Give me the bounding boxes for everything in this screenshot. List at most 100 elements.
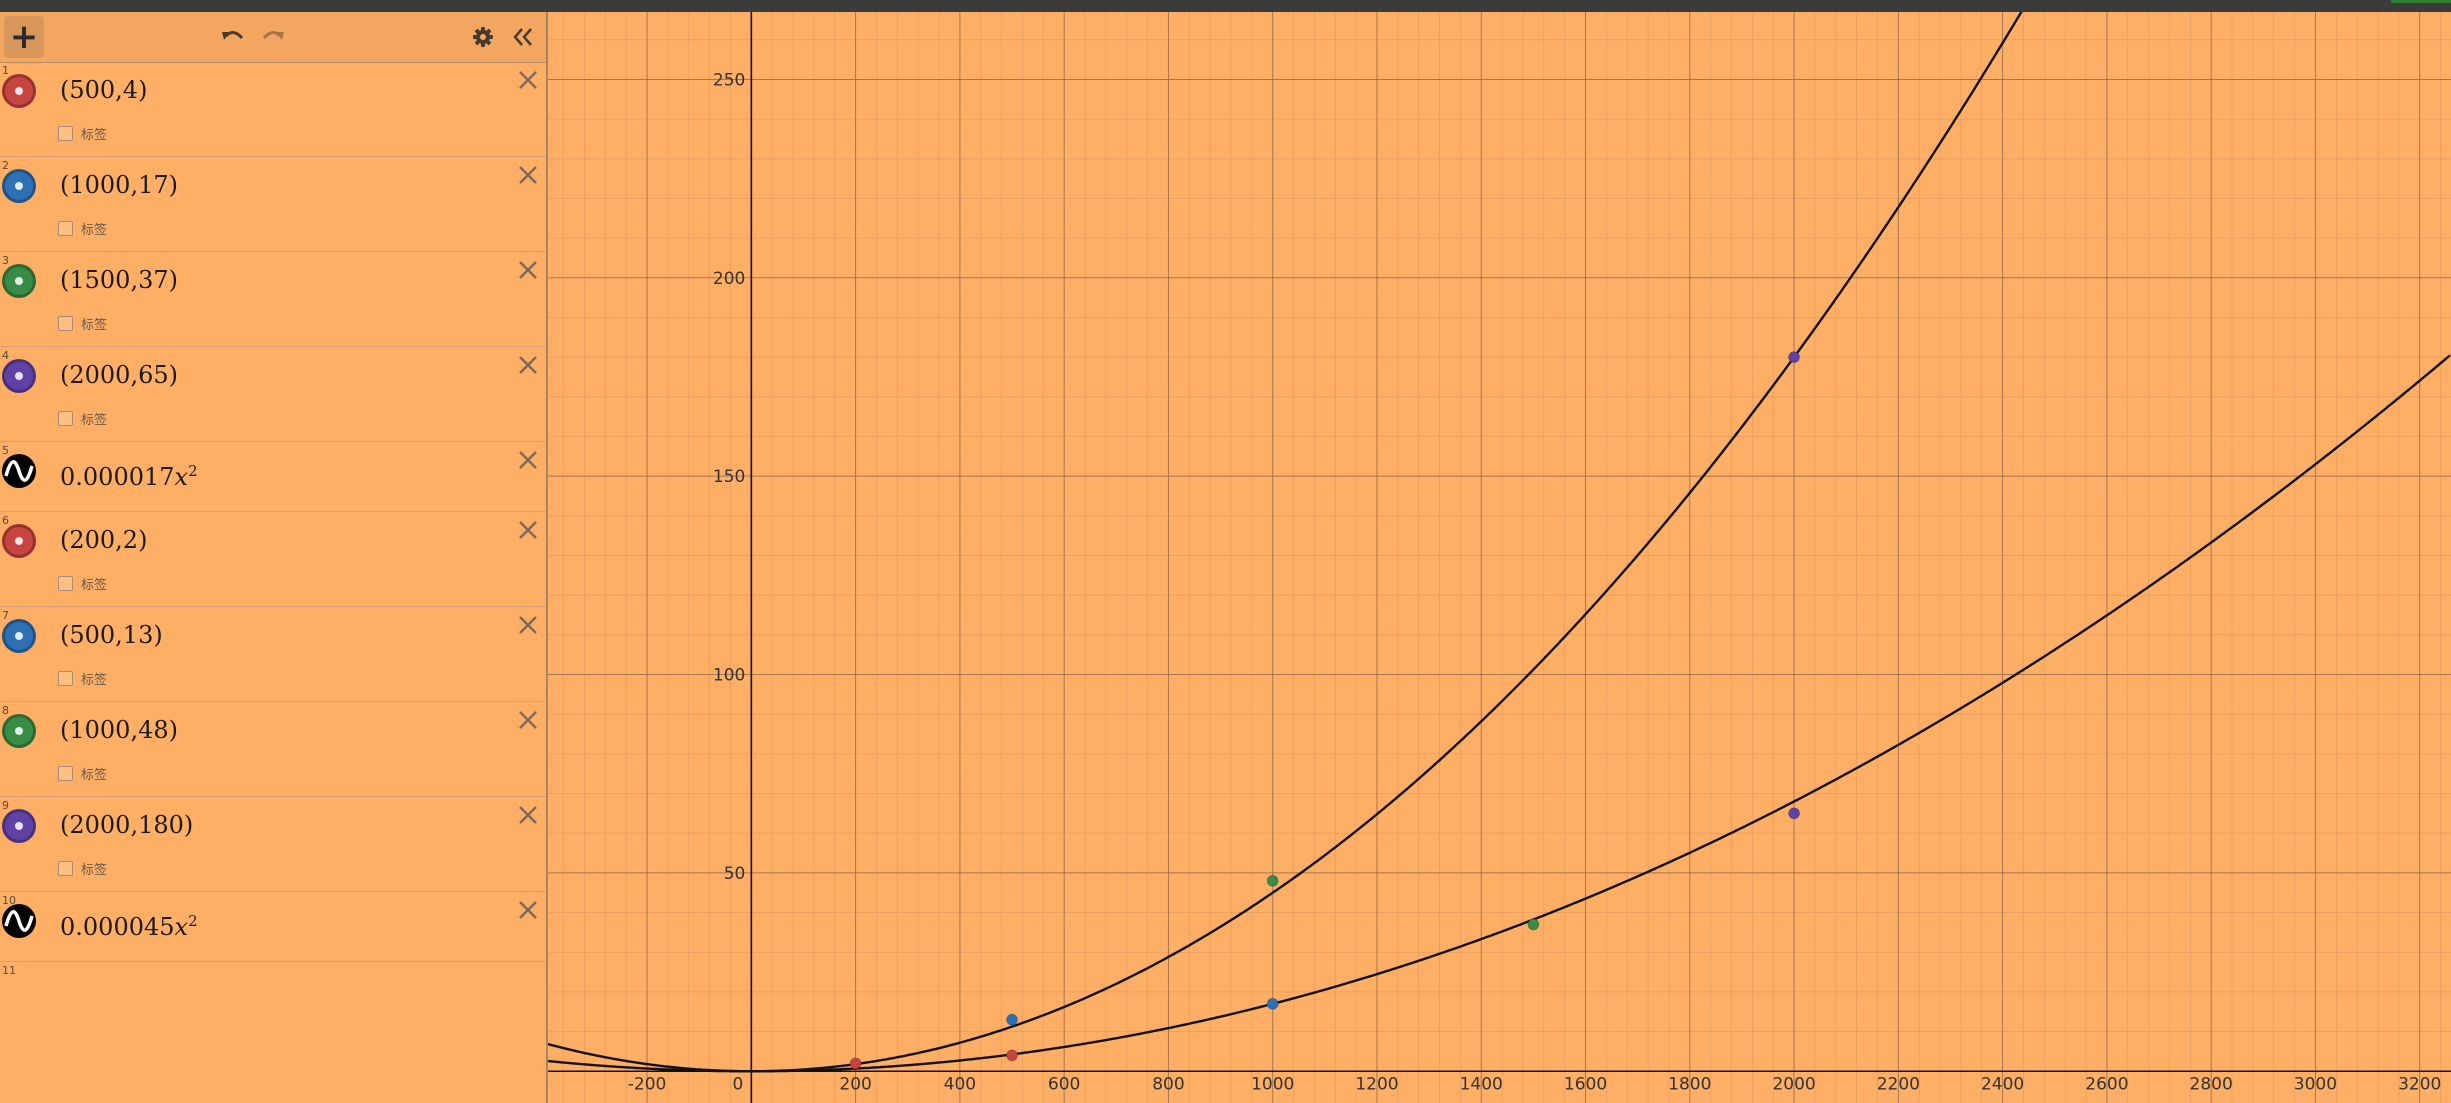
point-center-icon — [15, 822, 23, 830]
label-checkbox[interactable] — [58, 671, 73, 686]
label-checkbox[interactable] — [58, 576, 73, 591]
add-item-button[interactable]: + — [4, 16, 44, 58]
expression-row[interactable]: 10 0.000045x2 — [0, 892, 546, 962]
point-style-icon[interactable] — [2, 359, 36, 393]
collapse-panel-button[interactable] — [508, 24, 538, 50]
graph-paper[interactable]: -200 0 200 400 600 800 1000 1200 1400 1600 1800 200… — [548, 12, 2451, 1103]
function-expression-text[interactable]: 0.000045x2 — [60, 912, 198, 941]
graph-point[interactable] — [1266, 874, 1279, 887]
function-graph-style-icon[interactable] — [2, 904, 36, 938]
label-toggle: 标签 — [58, 219, 107, 238]
redo-button[interactable] — [258, 24, 288, 50]
point-expression-text[interactable]: (500,13) — [60, 621, 163, 649]
point-expression-text[interactable]: (1000,17) — [60, 171, 178, 199]
label-toggle: 标签 — [58, 124, 107, 143]
point-center-icon — [15, 727, 23, 735]
graph-point[interactable] — [1266, 997, 1279, 1010]
graph-point[interactable] — [1527, 918, 1540, 931]
label-checkbox[interactable] — [58, 766, 73, 781]
label-checkbox[interactable] — [58, 861, 73, 876]
x-tick-label: 600 — [1048, 1074, 1080, 1094]
point-style-icon[interactable] — [2, 74, 36, 108]
point-style-icon[interactable] — [2, 169, 36, 203]
point-style-icon[interactable] — [2, 714, 36, 748]
delete-expression-icon[interactable] — [516, 68, 540, 92]
point-expression-text[interactable]: (500,4) — [60, 76, 148, 104]
point-center-icon — [15, 277, 23, 285]
delete-expression-icon[interactable] — [516, 898, 540, 922]
delete-expression-icon[interactable] — [516, 163, 540, 187]
delete-expression-icon[interactable] — [516, 258, 540, 282]
function-expression-text[interactable]: 0.000017x2 — [60, 462, 198, 491]
graph-point[interactable] — [1006, 1013, 1019, 1026]
top-bar-accent — [2391, 0, 2451, 3]
x-tick-label: 0 — [733, 1074, 744, 1094]
delete-expression-icon[interactable] — [516, 448, 540, 472]
x-tick-label: 2000 — [1772, 1074, 1815, 1094]
x-tick-label: 1400 — [1460, 1074, 1503, 1094]
point-style-icon[interactable] — [2, 809, 36, 843]
function-graph-style-icon[interactable] — [2, 454, 36, 488]
expression-index: 8 — [2, 704, 9, 717]
delete-expression-icon[interactable] — [516, 518, 540, 542]
y-tick-label: 150 — [713, 467, 745, 487]
expression-index: 3 — [2, 254, 9, 267]
function-curve[interactable] — [548, 12, 2136, 1073]
delete-expression-icon[interactable] — [516, 708, 540, 732]
point-expression-text[interactable]: (200,2) — [60, 526, 148, 554]
point-style-icon[interactable] — [2, 264, 36, 298]
graph-point[interactable] — [1788, 351, 1801, 364]
point-expression-text[interactable]: (2000,65) — [60, 361, 178, 389]
expression-row[interactable]: 1 (500,4) 标签 — [0, 62, 546, 157]
point-expression-text[interactable]: (1500,37) — [60, 266, 178, 294]
expression-row[interactable]: 2 (1000,17) 标签 — [0, 157, 546, 252]
graph-background — [548, 12, 2451, 1103]
label-checkbox[interactable] — [58, 221, 73, 236]
expression-list-panel: + — [0, 12, 548, 1103]
x-tick-label: 400 — [944, 1074, 976, 1094]
function-curve[interactable] — [548, 354, 2451, 1073]
graph-point[interactable] — [1788, 807, 1801, 820]
point-expression-text[interactable]: (1000,48) — [60, 716, 178, 744]
expression-row[interactable]: 5 0.000017x2 — [0, 442, 546, 512]
label-checkbox-text: 标签 — [81, 318, 108, 333]
settings-button[interactable] — [468, 24, 498, 50]
expression-toolbar: + — [0, 12, 546, 63]
point-style-icon[interactable] — [2, 524, 36, 558]
expression-row[interactable]: 9 (2000,180) 标签 — [0, 797, 546, 892]
delete-expression-icon[interactable] — [516, 353, 540, 377]
label-checkbox-text: 标签 — [81, 128, 108, 143]
gear-icon — [473, 27, 493, 47]
expression-row[interactable]: 3 (1500,37) 标签 — [0, 252, 546, 347]
graph-point[interactable] — [1006, 1049, 1019, 1062]
label-checkbox-text: 标签 — [81, 768, 108, 783]
y-tick-label: 250 — [713, 70, 745, 90]
point-style-icon[interactable] — [2, 619, 36, 653]
delete-expression-icon[interactable] — [516, 803, 540, 827]
label-checkbox-text: 标签 — [81, 863, 108, 878]
expression-row[interactable]: 7 (500,13) 标签 — [0, 607, 546, 702]
y-tick-label: 200 — [713, 269, 745, 289]
label-checkbox-text: 标签 — [81, 578, 108, 593]
point-expression-text[interactable]: (2000,180) — [60, 811, 194, 839]
label-toggle: 标签 — [58, 409, 107, 428]
function-coefficient: 0.000017 — [60, 463, 175, 491]
expression-index: 11 — [2, 964, 16, 977]
label-checkbox[interactable] — [58, 126, 73, 141]
x-tick-label: 2400 — [1981, 1074, 2024, 1094]
undo-button[interactable] — [218, 24, 248, 50]
expression-index: 2 — [2, 159, 9, 172]
y-tick-label: 50 — [724, 864, 746, 884]
point-center-icon — [15, 87, 23, 95]
delete-expression-icon[interactable] — [516, 613, 540, 637]
expression-index: 9 — [2, 799, 9, 812]
label-checkbox[interactable] — [58, 316, 73, 331]
expression-row[interactable]: 4 (2000,65) 标签 — [0, 347, 546, 442]
expression-row[interactable]: 11 — [0, 962, 546, 1022]
label-checkbox[interactable] — [58, 411, 73, 426]
expression-row[interactable]: 6 (200,2) 标签 — [0, 512, 546, 607]
graph-point[interactable] — [849, 1057, 862, 1070]
expression-row[interactable]: 8 (1000,48) 标签 — [0, 702, 546, 797]
expression-index: 1 — [2, 64, 9, 77]
expression-index: 10 — [2, 894, 16, 907]
